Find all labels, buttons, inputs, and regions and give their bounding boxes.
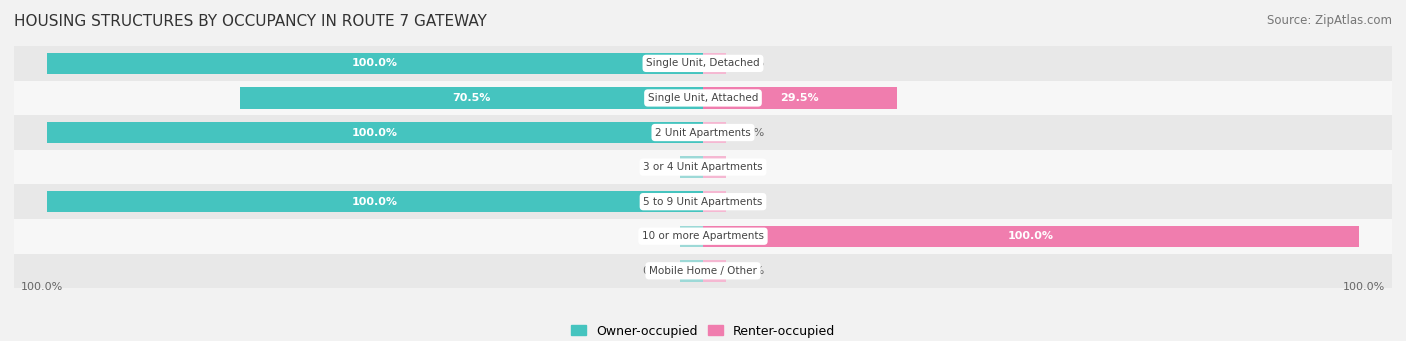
Text: Mobile Home / Other: Mobile Home / Other: [650, 266, 756, 276]
Bar: [703, 225, 1360, 247]
Bar: [14, 219, 1392, 253]
Text: 100.0%: 100.0%: [352, 58, 398, 69]
Bar: [703, 157, 725, 178]
Text: 100.0%: 100.0%: [21, 282, 63, 292]
Text: 0.0%: 0.0%: [735, 197, 763, 207]
Text: 0.0%: 0.0%: [735, 58, 763, 69]
Bar: [14, 81, 1392, 115]
Text: 0.0%: 0.0%: [735, 128, 763, 137]
Text: 3 or 4 Unit Apartments: 3 or 4 Unit Apartments: [643, 162, 763, 172]
Text: 2 Unit Apartments: 2 Unit Apartments: [655, 128, 751, 137]
Text: 0.0%: 0.0%: [643, 266, 671, 276]
Text: 0.0%: 0.0%: [643, 162, 671, 172]
Text: Source: ZipAtlas.com: Source: ZipAtlas.com: [1267, 14, 1392, 27]
Bar: [46, 122, 703, 143]
Text: 100.0%: 100.0%: [1008, 231, 1054, 241]
Text: 0.0%: 0.0%: [643, 231, 671, 241]
Text: Single Unit, Detached: Single Unit, Detached: [647, 58, 759, 69]
Bar: [240, 87, 703, 109]
Text: HOUSING STRUCTURES BY OCCUPANCY IN ROUTE 7 GATEWAY: HOUSING STRUCTURES BY OCCUPANCY IN ROUTE…: [14, 14, 486, 29]
Text: 100.0%: 100.0%: [352, 128, 398, 137]
Bar: [14, 184, 1392, 219]
Bar: [681, 157, 703, 178]
Text: 70.5%: 70.5%: [453, 93, 491, 103]
Bar: [703, 87, 897, 109]
Bar: [703, 191, 725, 212]
Bar: [14, 253, 1392, 288]
Text: Single Unit, Attached: Single Unit, Attached: [648, 93, 758, 103]
Text: 10 or more Apartments: 10 or more Apartments: [643, 231, 763, 241]
Text: 5 to 9 Unit Apartments: 5 to 9 Unit Apartments: [644, 197, 762, 207]
Bar: [703, 53, 725, 74]
Text: 100.0%: 100.0%: [1343, 282, 1385, 292]
Bar: [46, 53, 703, 74]
Legend: Owner-occupied, Renter-occupied: Owner-occupied, Renter-occupied: [567, 320, 839, 341]
Bar: [46, 191, 703, 212]
Bar: [703, 122, 725, 143]
Text: 0.0%: 0.0%: [735, 162, 763, 172]
Text: 29.5%: 29.5%: [780, 93, 820, 103]
Bar: [681, 260, 703, 282]
Bar: [14, 150, 1392, 184]
Bar: [14, 115, 1392, 150]
Text: 100.0%: 100.0%: [352, 197, 398, 207]
Bar: [703, 260, 725, 282]
Text: 0.0%: 0.0%: [735, 266, 763, 276]
Bar: [681, 225, 703, 247]
Bar: [14, 46, 1392, 81]
